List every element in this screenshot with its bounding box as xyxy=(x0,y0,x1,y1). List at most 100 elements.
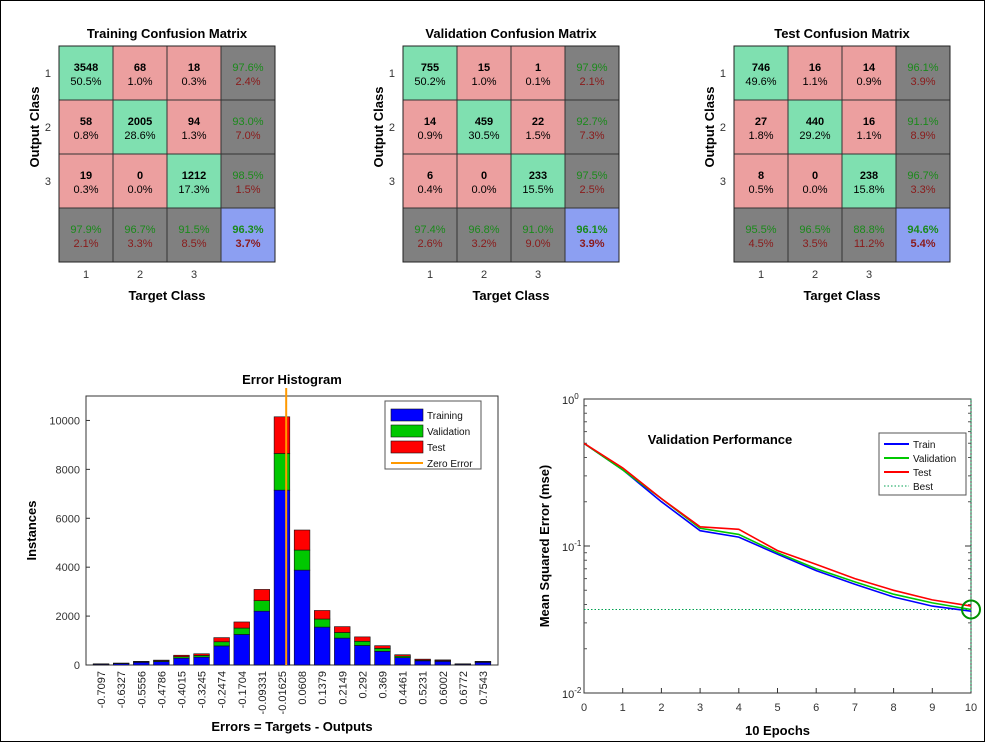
x-tick-label: -0.6327 xyxy=(116,671,128,708)
x-tick-label: 0.2149 xyxy=(337,671,349,705)
bar-training xyxy=(355,645,371,665)
cell-value: 755 xyxy=(421,62,439,74)
x-tick-label: 7 xyxy=(852,702,858,714)
output-class-tick: 3 xyxy=(45,176,51,188)
x-tick-label: -0.1704 xyxy=(237,671,249,708)
bar-training xyxy=(475,662,491,665)
cell-value: 96.1% xyxy=(576,224,607,236)
bar-training xyxy=(375,651,391,665)
x-tick-label: 0.5231 xyxy=(418,671,430,705)
legend-label: Training xyxy=(427,411,463,422)
bar-training xyxy=(234,634,250,665)
output-class-tick: 3 xyxy=(720,176,726,188)
bar-training xyxy=(214,646,230,665)
cell-percent: 11.2% xyxy=(854,238,885,250)
cell-percent: 17.3% xyxy=(178,184,209,196)
cell-percent: 50.2% xyxy=(414,76,445,88)
cell-value: 14 xyxy=(424,116,437,128)
bar-test xyxy=(334,627,350,633)
cell-value: 97.4% xyxy=(414,224,445,236)
legend-swatch xyxy=(391,441,423,453)
x-tick-label: -0.2474 xyxy=(217,671,229,708)
target-class-tick: 3 xyxy=(191,269,197,281)
y-axis-label: Output Class xyxy=(702,87,717,168)
cell-value: 22 xyxy=(532,116,544,128)
x-tick-label: -0.7097 xyxy=(96,671,108,708)
cell-percent: 15.5% xyxy=(522,184,553,196)
bar-validation xyxy=(334,632,350,638)
y-tick-label: 10000 xyxy=(49,415,80,427)
bar-test xyxy=(294,530,310,550)
bar-test xyxy=(234,622,250,628)
validation-confusion-matrix: Validation Confusion Matrix75550.2%151.0… xyxy=(371,26,619,303)
target-class-tick: 1 xyxy=(758,269,764,281)
cell-value: 0 xyxy=(812,170,818,182)
y-axis-label: Instances xyxy=(24,501,39,561)
cell-value: 96.5% xyxy=(799,224,830,236)
legend-label: Zero Error xyxy=(427,459,473,470)
cell-value: 0 xyxy=(137,170,143,182)
x-tick-label: -0.01625 xyxy=(277,671,289,714)
bar-validation xyxy=(234,628,250,634)
cell-value: 27 xyxy=(755,116,767,128)
test-confusion-matrix: Test Confusion Matrix74649.6%161.1%140.9… xyxy=(702,26,950,303)
cell-value: 97.6% xyxy=(232,62,263,74)
bar-validation xyxy=(355,641,371,645)
cell-percent: 29.2% xyxy=(799,130,830,142)
bar-test xyxy=(415,659,431,660)
bar-training xyxy=(274,490,290,665)
cell-value: 96.7% xyxy=(124,224,155,236)
bar-test xyxy=(314,610,330,619)
x-axis-label: Target Class xyxy=(803,288,880,303)
x-tick-label: 10 xyxy=(965,702,977,714)
x-tick-label: 6 xyxy=(813,702,819,714)
legend-label: Validation xyxy=(913,454,956,465)
cell-percent: 3.7% xyxy=(235,238,260,250)
x-tick-label: 2 xyxy=(658,702,664,714)
x-tick-label: 0.1379 xyxy=(317,671,329,705)
y-tick-label: 2000 xyxy=(56,611,80,623)
cell-percent: 0.0% xyxy=(802,184,827,196)
bar-training xyxy=(294,570,310,665)
cell-value: 8 xyxy=(758,170,764,182)
cell-value: 97.5% xyxy=(576,170,607,182)
output-class-tick: 2 xyxy=(389,122,395,134)
x-tick-label: 0.369 xyxy=(377,671,389,699)
legend-label: Test xyxy=(913,468,932,479)
matrix-title: Test Confusion Matrix xyxy=(774,26,910,41)
cell-value: 440 xyxy=(806,116,824,128)
x-tick-label: -0.4786 xyxy=(156,671,168,708)
x-tick-label: 0.6002 xyxy=(438,671,450,705)
cell-value: 18 xyxy=(188,62,200,74)
x-axis-label: Target Class xyxy=(472,288,549,303)
cell-value: 459 xyxy=(475,116,493,128)
cell-value: 14 xyxy=(863,62,876,74)
cell-value: 15 xyxy=(478,62,490,74)
x-tick-label: -0.5556 xyxy=(136,671,148,708)
bar-training xyxy=(133,662,149,665)
legend-label: Validation xyxy=(427,427,470,438)
bar-training xyxy=(154,662,170,665)
cell-value: 2005 xyxy=(128,116,152,128)
cell-percent: 2.5% xyxy=(579,184,604,196)
bar-test xyxy=(254,589,270,600)
cell-percent: 1.1% xyxy=(802,76,827,88)
cell-value: 6 xyxy=(427,170,433,182)
cell-value: 94.6% xyxy=(907,224,938,236)
output-class-tick: 2 xyxy=(45,122,51,134)
bar-training xyxy=(395,658,411,665)
x-tick-label: 5 xyxy=(774,702,780,714)
target-class-tick: 2 xyxy=(481,269,487,281)
bar-test xyxy=(174,655,190,656)
output-class-tick: 1 xyxy=(720,68,726,80)
cell-percent: 0.1% xyxy=(525,76,550,88)
x-tick-label: 4 xyxy=(736,702,742,714)
y-tick-label: 10-2 xyxy=(562,686,582,701)
legend-label: Train xyxy=(913,440,935,451)
cell-value: 238 xyxy=(860,170,878,182)
output-class-tick: 2 xyxy=(720,122,726,134)
y-axis-label: Mean Squared Error (mse) xyxy=(537,465,552,628)
cell-percent: 49.6% xyxy=(745,76,776,88)
